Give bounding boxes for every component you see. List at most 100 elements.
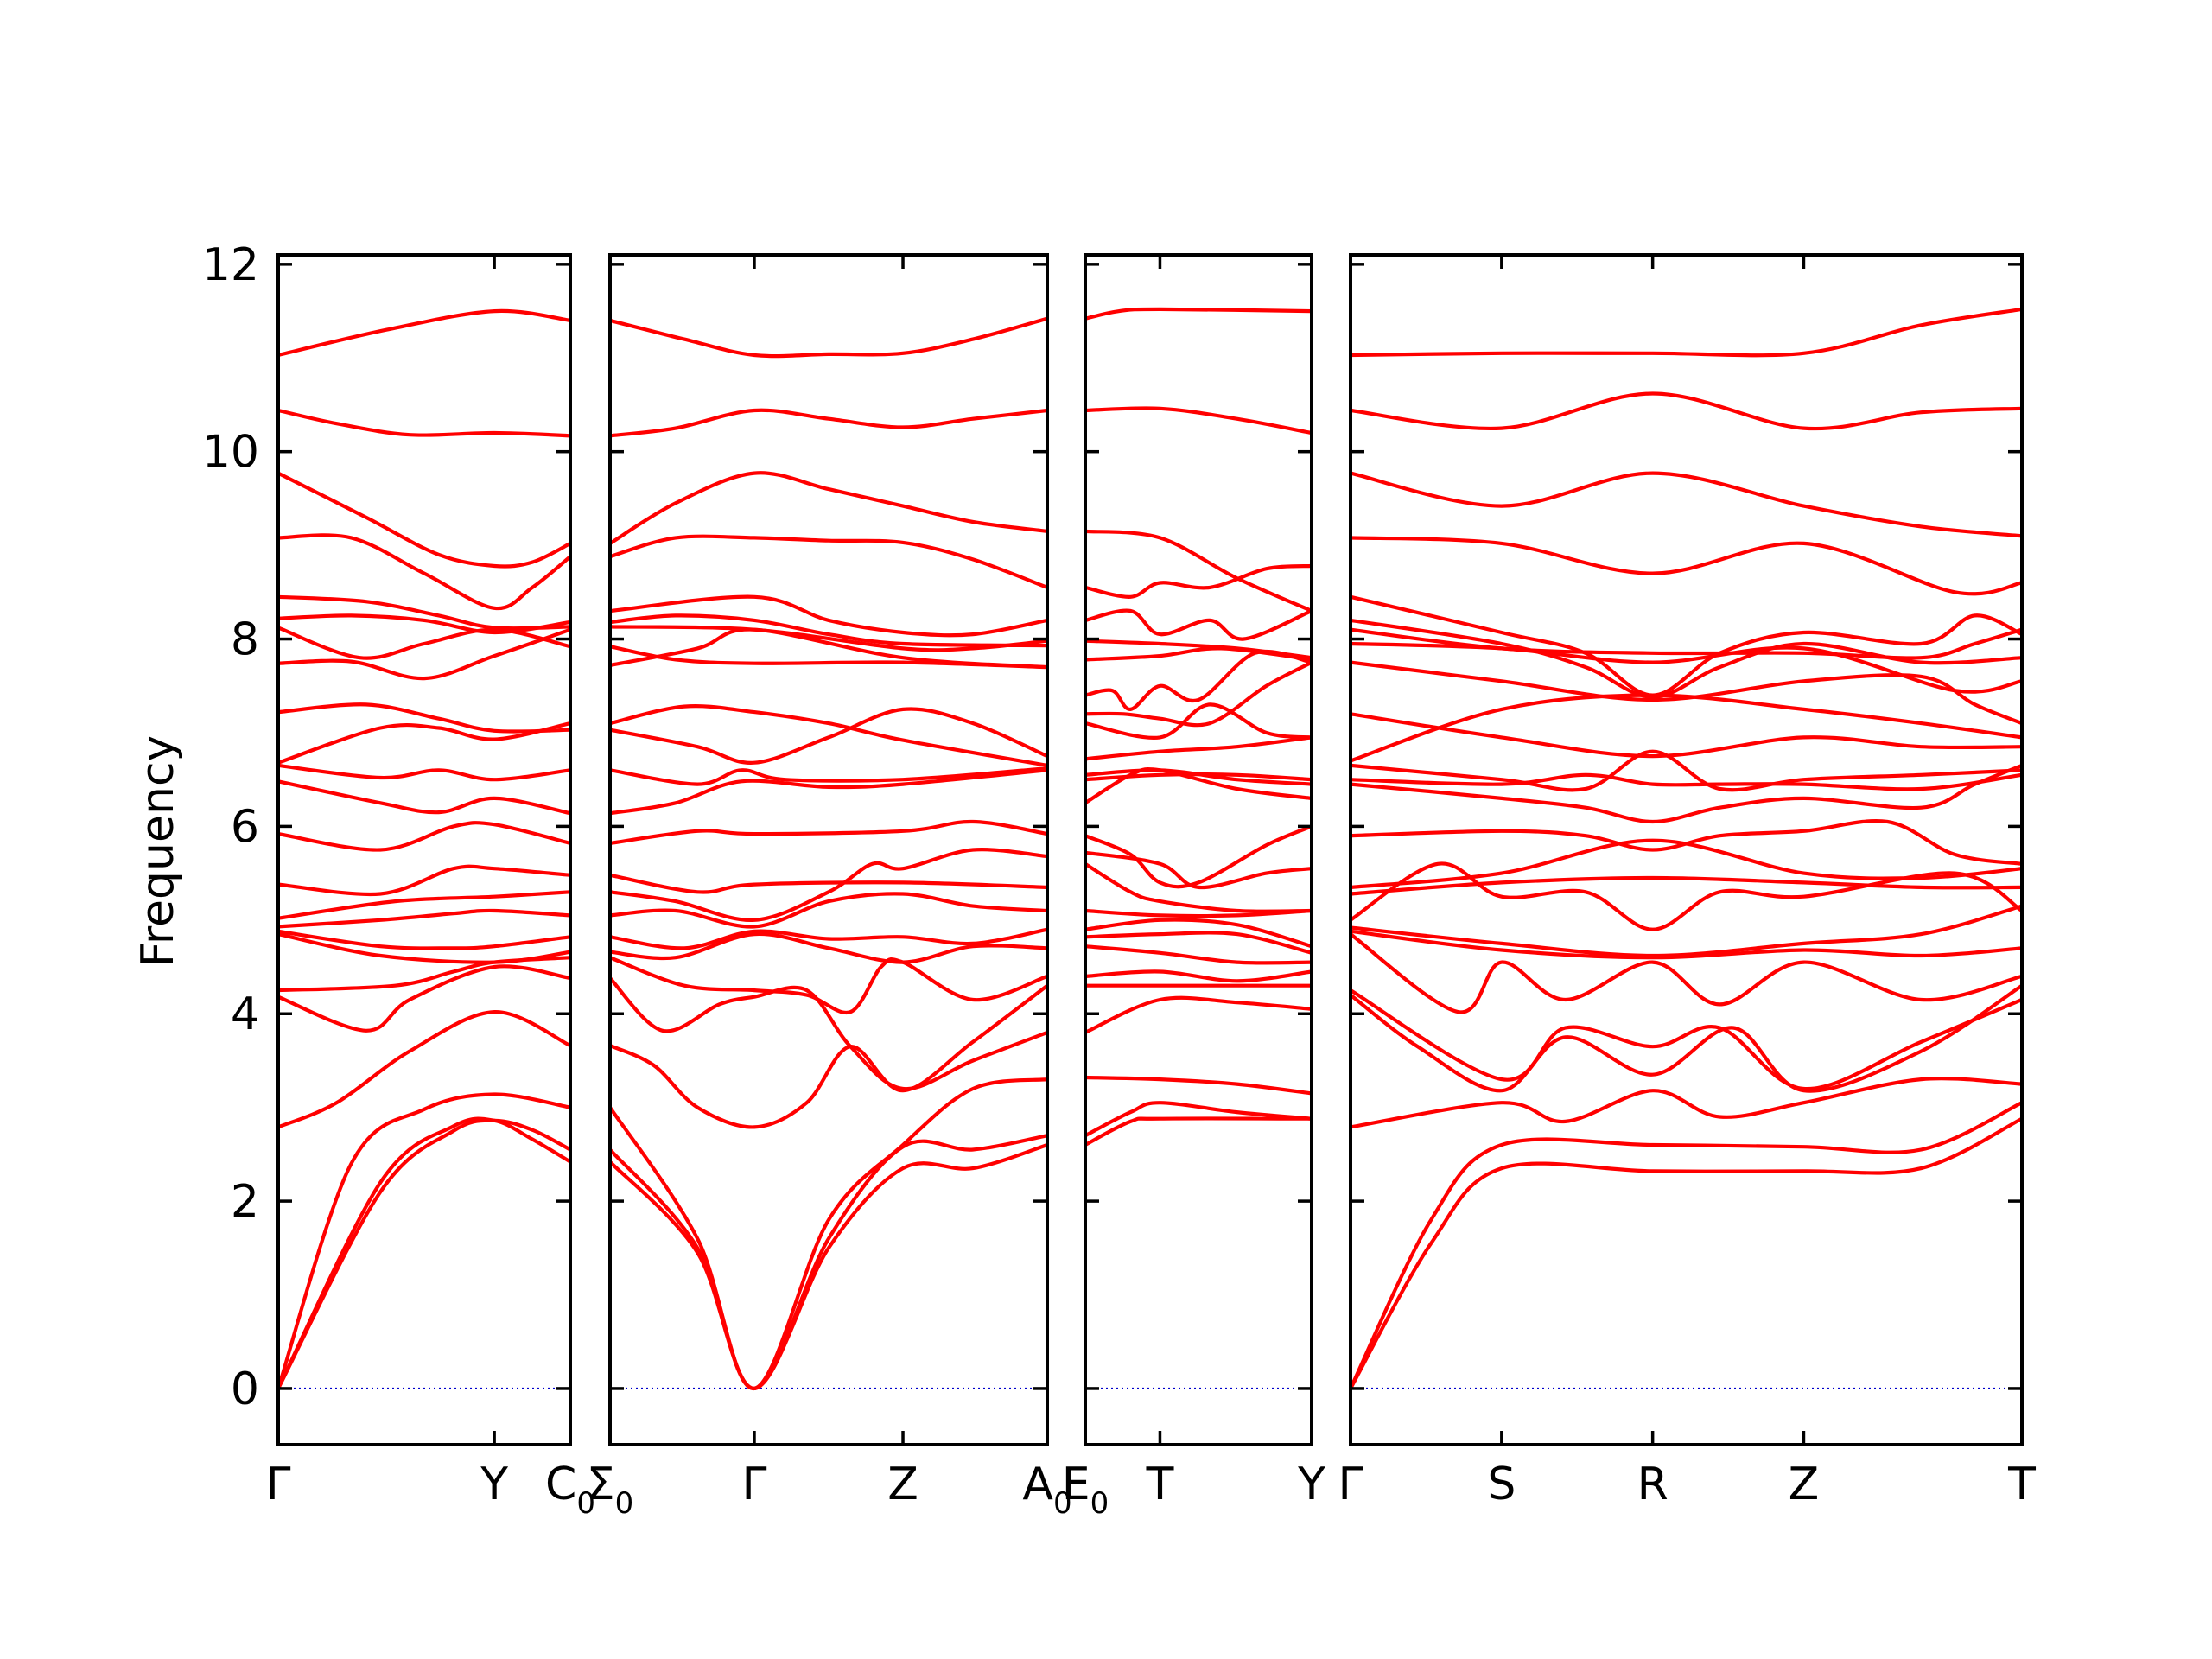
band-line [1351, 693, 2022, 763]
band-line [610, 956, 1047, 1015]
band-line [1085, 735, 1312, 761]
plot-area [1351, 307, 2022, 1390]
band-line [1351, 772, 2022, 791]
band-line [1351, 763, 2022, 824]
band-line [610, 1077, 1047, 1390]
band-line [1085, 529, 1312, 613]
panel-frame [1349, 253, 2024, 1446]
band-line [610, 873, 1047, 894]
band-line [1085, 931, 1312, 955]
band-line [278, 721, 570, 765]
band-line [278, 308, 570, 358]
y-tick-label: 2 [231, 1176, 259, 1228]
band-line [610, 848, 1047, 922]
band-line [1351, 1077, 2022, 1129]
band-line [610, 768, 1047, 816]
band-line [610, 892, 1047, 929]
band-line [1351, 594, 2022, 697]
band-line [1085, 918, 1312, 949]
band-line [1085, 944, 1312, 965]
band-line [1085, 908, 1312, 918]
band-line [1351, 1116, 2022, 1390]
band-line [1351, 861, 2022, 931]
band-line [610, 983, 1047, 1129]
kpoint-label: Γ [1338, 1459, 1363, 1510]
panel-frame [1084, 253, 1313, 1446]
panel-frame [608, 253, 1049, 1446]
band-line [1351, 932, 2022, 1014]
band-line [278, 956, 570, 993]
kpoint-subscript: 0 [1090, 1486, 1109, 1521]
band-line [610, 1142, 1047, 1391]
plot-area [278, 308, 570, 1390]
band-line [278, 1009, 570, 1129]
band-line [610, 1134, 1047, 1391]
y-tick-label: 8 [231, 614, 259, 666]
kpoint-subscript: 0 [576, 1486, 595, 1521]
band-line [1351, 875, 2022, 896]
band-line [1351, 1101, 2022, 1390]
band-line [278, 763, 570, 782]
kpoint-label: Y [480, 1459, 508, 1510]
band-line [1085, 1116, 1312, 1147]
band-line [278, 864, 570, 897]
y-tick-label: 0 [231, 1363, 259, 1415]
band-line [610, 627, 1047, 670]
y-axis-title: Frequency [132, 735, 184, 968]
band-line [610, 766, 1047, 786]
band-line [1351, 391, 2022, 431]
band-line [1351, 983, 2022, 1093]
band-line [278, 821, 570, 852]
band-line [1351, 904, 2022, 958]
kpoint-label: T [2007, 1459, 2036, 1510]
band-line [1085, 861, 1312, 913]
band-line [1085, 850, 1312, 890]
plot-area [610, 316, 1047, 1391]
band-line [1085, 649, 1312, 711]
band-line [610, 594, 1047, 638]
kpoint-label: S [1487, 1459, 1516, 1510]
band-line [1351, 712, 2022, 759]
band-line [1085, 969, 1312, 983]
kpoint-subscript: 0 [615, 1486, 634, 1521]
band-line [278, 890, 570, 920]
band-line [610, 927, 1047, 950]
band-line [278, 964, 570, 1033]
band-line [610, 704, 1047, 767]
band-line [1085, 660, 1312, 728]
kpoint-label: Y [1297, 1459, 1325, 1510]
band-line [278, 533, 570, 611]
band-line [1085, 824, 1312, 889]
panel-3: E0 T Y [1062, 253, 1325, 1521]
band-line [1351, 749, 2022, 792]
band-line [278, 408, 570, 438]
band-line [610, 625, 1047, 652]
band-line [278, 779, 570, 816]
band-line [1351, 660, 2022, 726]
panel-2: Σ0 Γ Z A0 [587, 253, 1072, 1521]
kpoint-label: Z [1789, 1459, 1820, 1510]
band-line [1351, 307, 2022, 358]
band-line [1085, 1075, 1312, 1096]
band-line [1085, 995, 1312, 1034]
band-line [1085, 406, 1312, 435]
band-line [1085, 563, 1312, 599]
band-line [1085, 307, 1312, 321]
band-line [610, 819, 1047, 845]
plot-area [1085, 307, 1312, 1390]
band-line [278, 627, 570, 681]
band-line [610, 534, 1047, 589]
band-line [1085, 1101, 1312, 1138]
band-line [610, 471, 1047, 545]
band-line [1351, 819, 2022, 866]
band-line [610, 976, 1047, 1091]
band-line [1351, 618, 2022, 699]
y-tick-label: 12 [202, 239, 259, 291]
y-tick-label: 6 [231, 801, 259, 853]
band-line [278, 471, 570, 569]
band-line [1085, 772, 1312, 782]
band-line [278, 613, 570, 635]
